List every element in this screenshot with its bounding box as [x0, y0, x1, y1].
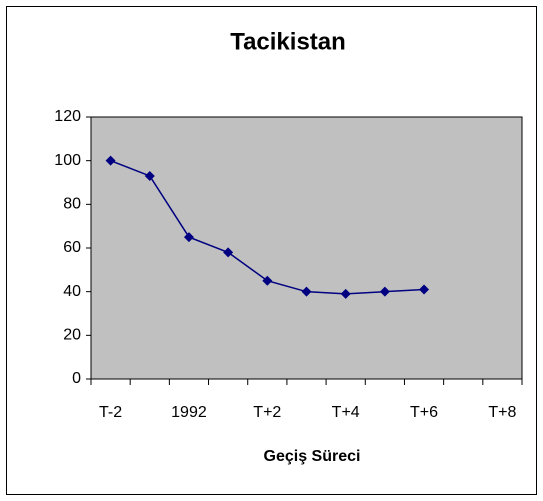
data-point [105, 155, 116, 166]
x-tick-label: T-2 [99, 404, 122, 421]
y-tick-label: 60 [63, 239, 81, 256]
data-point [340, 288, 351, 299]
y-tick-label: 40 [63, 283, 81, 300]
data-point [379, 286, 390, 297]
data-point [262, 275, 273, 286]
y-tick-label: 20 [63, 327, 81, 344]
x-tick-label: T+2 [253, 404, 281, 421]
chart-title: Tacikistan [230, 28, 346, 55]
plot-area [90, 116, 523, 380]
data-point [301, 286, 312, 297]
y-tick-label: 0 [72, 370, 81, 387]
y-tick-label: 80 [63, 196, 81, 213]
x-tick-label: T+4 [332, 404, 360, 421]
data-point [144, 170, 155, 181]
data-point [419, 284, 430, 295]
y-tick-label: 100 [54, 152, 81, 169]
x-tick-label: 1992 [171, 404, 207, 421]
x-axis-label: Geçiş Süreci [264, 448, 361, 465]
x-tick-label: T+8 [488, 404, 516, 421]
data-point [183, 232, 194, 243]
x-tick-label: T+6 [410, 404, 438, 421]
y-tick-label: 120 [54, 108, 81, 125]
data-point [223, 247, 234, 258]
